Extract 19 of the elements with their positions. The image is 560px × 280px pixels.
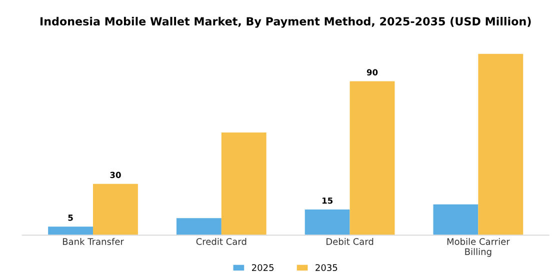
data-label: 90 (366, 69, 378, 76)
bar (93, 184, 138, 236)
bar (478, 54, 524, 236)
bar (176, 218, 222, 236)
bar (48, 226, 94, 236)
chart-title: Indonesia Mobile Wallet Market, By Payment Method, 2025-2035 (USD Million) (40, 16, 531, 28)
bar (221, 132, 266, 236)
bar (350, 81, 395, 236)
legend-label: 2035 (316, 264, 338, 272)
bar (304, 210, 350, 236)
data-label: 30 (110, 172, 121, 178)
x-tick-label: Bank Transfer (62, 238, 124, 245)
x-tick-label: Credit Card (196, 238, 246, 245)
legend-label: 2025 (252, 264, 274, 272)
data-label: 15 (322, 198, 333, 204)
bar (433, 204, 478, 236)
data-label: 5 (68, 214, 73, 221)
x-tick-label: Mobile Carrier Billing (447, 238, 510, 257)
x-tick-label: Debit Card (326, 238, 374, 245)
